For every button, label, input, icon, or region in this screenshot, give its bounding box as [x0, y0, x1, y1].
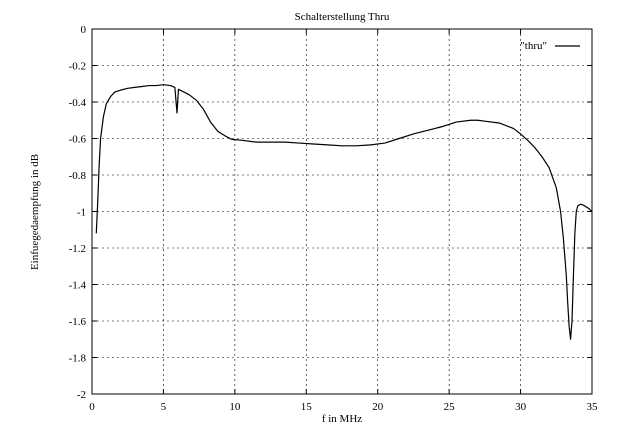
y-axis-label: Einfuegedaempfung in dB — [29, 154, 41, 270]
y-tick-label: -0.4 — [69, 97, 87, 109]
y-tick-label: 0 — [81, 24, 87, 36]
y-tick-label: -0.6 — [69, 134, 87, 146]
chart-title: Schalterstellung Thru — [295, 11, 390, 23]
y-tick-label: -0.2 — [69, 61, 86, 73]
x-tick-label: 30 — [515, 401, 527, 413]
x-axis-label: f in MHz — [322, 413, 362, 425]
y-tick-label: -1.2 — [69, 243, 86, 255]
y-tick-label: -2 — [77, 389, 86, 401]
x-tick-label: 35 — [587, 401, 599, 413]
x-tick-label: 25 — [444, 401, 456, 413]
x-tick-label: 10 — [229, 401, 241, 413]
grid-lines — [92, 29, 592, 394]
y-tick-label: -0.8 — [69, 170, 87, 182]
y-tick-label: -1.8 — [69, 353, 87, 365]
series-layer — [95, 84, 593, 340]
x-axis-ticks: 0 5 10 15 20 25 30 35 — [89, 29, 598, 413]
series-line-thru — [95, 84, 593, 340]
x-tick-label: 20 — [372, 401, 384, 413]
y-tick-label: -1.6 — [69, 316, 87, 328]
y-tick-label: -1 — [77, 207, 86, 219]
legend: "thru" — [520, 40, 580, 52]
legend-label-thru: "thru" — [520, 40, 547, 52]
y-tick-label: -1.4 — [69, 280, 87, 292]
y-axis-ticks: 0 -0.2 -0.4 -0.6 -0.8 -1 -1.2 -1.4 -1.6 -1.8 -2 — [69, 24, 592, 401]
x-tick-label: 0 — [89, 401, 95, 413]
x-tick-label: 15 — [301, 401, 313, 413]
x-tick-label: 5 — [161, 401, 167, 413]
